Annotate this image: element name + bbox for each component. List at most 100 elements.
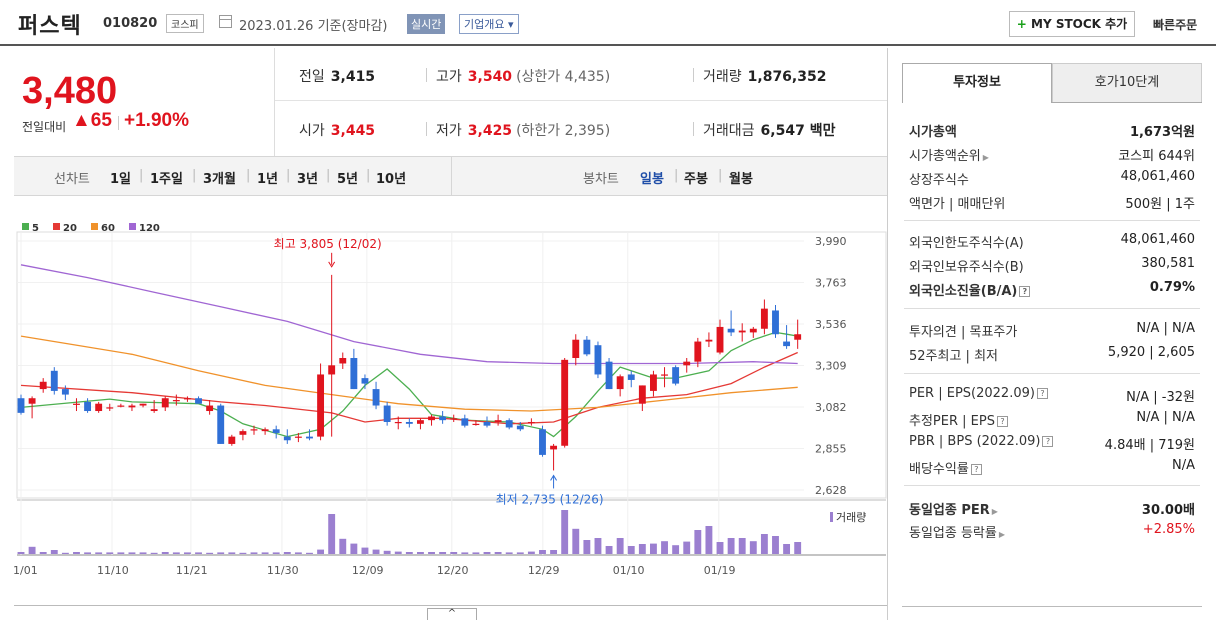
help-icon[interactable]: ?: [1019, 286, 1031, 297]
volume-bar: [638, 544, 646, 554]
chart-tabs: 선차트 1일 | 1주일 | 3개월 | 1년 | 3년 | 5년 | 10년 …: [14, 156, 887, 196]
volume-bar: [61, 552, 69, 554]
candle-body: [716, 326, 724, 353]
volume-bar: [572, 528, 580, 554]
candle-body: [416, 420, 424, 424]
realtime-button[interactable]: 실시간: [407, 14, 446, 34]
row-industry-per[interactable]: 동일업종 PER ▶ 30.00배: [909, 499, 1195, 521]
legend-swatch: [91, 223, 98, 230]
stock-chart[interactable]: 3,990 3,763 3,536 3,309 3,082 2,855 2,628 11/01…: [14, 210, 887, 605]
volume-bar: [783, 544, 791, 554]
row-label: 시가총액순위 ▶: [909, 145, 989, 164]
candle-body: [17, 398, 25, 413]
row-label: 52주최고 | 최저: [909, 349, 998, 364]
candle-body: [561, 359, 569, 446]
candle-body: [772, 310, 779, 335]
tab-1year[interactable]: 1년: [257, 172, 279, 187]
help-icon[interactable]: ?: [970, 464, 982, 475]
candle-body: [672, 367, 680, 384]
tab-monthly[interactable]: 월봉: [729, 172, 753, 187]
volume-bar: [483, 552, 491, 554]
candle-body: [694, 341, 702, 362]
candle-body: [550, 445, 558, 450]
x-tick-label: 11/01: [14, 564, 38, 577]
plus-icon: +: [1016, 17, 1027, 31]
x-tick-label: 11/21: [176, 564, 208, 577]
tab-1day[interactable]: 1일: [110, 172, 132, 187]
investment-info-panel: 투자정보 호가10단계 시가총액 1,673억원 시가총액순위 ▶ 코스피 644위 …: [887, 48, 1216, 620]
stat-value: 3,425: [467, 123, 513, 139]
candle-body: [328, 365, 336, 375]
candlestick-chart-svg[interactable]: 3,990 3,763 3,536 3,309 3,082 2,855 2,628 11/01…: [14, 210, 887, 605]
lower-limit: (하한가 2,395): [516, 123, 611, 139]
divider: |: [192, 168, 197, 183]
divider: [451, 157, 452, 195]
divider: [1052, 102, 1202, 103]
candle-body: [139, 403, 147, 406]
row-label-text: 동일업종 PER: [909, 503, 990, 518]
row-market-cap-rank[interactable]: 시가총액순위 ▶ 코스피 644위: [909, 145, 1195, 167]
help-icon[interactable]: ?: [1042, 436, 1054, 447]
volume-bar: [749, 541, 757, 554]
row-value: 코스피 644위: [1118, 149, 1195, 164]
candle-body: [306, 436, 313, 439]
candle-body: [539, 429, 546, 455]
help-icon[interactable]: ?: [996, 416, 1008, 427]
tab-1week[interactable]: 1주일: [150, 172, 183, 187]
panel-tabs: 투자정보 호가10단계: [902, 63, 1202, 103]
candle-body: [638, 385, 646, 404]
candle-body: [461, 418, 469, 426]
max-arrow-head: [328, 261, 336, 268]
legend-label: 20: [63, 223, 77, 234]
line-chart-label: 선차트: [54, 172, 90, 187]
tab-5year[interactable]: 5년: [337, 172, 359, 187]
row-est-per-eps: 추정PER | EPS? N/A | N/A: [909, 410, 1195, 432]
volume-bar: [516, 552, 524, 554]
row-industry-change[interactable]: 동일업종 등락률 ▶ +2.85%: [909, 522, 1195, 544]
row-label-text: 추정PER | EPS: [909, 414, 995, 429]
candle-body: [516, 425, 524, 430]
company-overview-dropdown[interactable]: 기업개요 ▾: [459, 14, 519, 34]
candle-body: [228, 436, 236, 444]
volume-bar: [394, 551, 402, 554]
candle-body: [172, 400, 180, 402]
row-label-text: 시가총액순위: [909, 149, 981, 164]
candle-body: [494, 420, 502, 422]
add-mystock-button[interactable]: + MY STOCK 추가: [1009, 11, 1135, 37]
tab-weekly[interactable]: 주봉: [684, 172, 708, 187]
legend-swatch: [53, 223, 60, 230]
candle-body: [372, 389, 380, 406]
volume-bar: [583, 540, 591, 554]
moving-average-ma60: [20, 335, 798, 412]
tab-3year[interactable]: 3년: [297, 172, 319, 187]
quick-order-link[interactable]: 빠른주문: [1153, 18, 1198, 32]
tab-order-book[interactable]: 호가10단계: [1052, 63, 1202, 103]
tab-10year[interactable]: 10년: [376, 172, 407, 187]
candle-body: [84, 401, 92, 412]
row-value: 30.00배: [1141, 503, 1195, 518]
stat-open: 시가 3,445: [299, 120, 375, 140]
candle-body: [272, 429, 280, 433]
row-value: 4.84배 | 719원: [1104, 438, 1195, 453]
x-tick-label: 01/19: [704, 564, 736, 577]
volume-bar: [594, 538, 602, 554]
stat-label: 고가: [436, 69, 462, 85]
candle-body: [405, 421, 413, 424]
volume-bar: [794, 542, 802, 554]
x-tick-label: 12/20: [437, 564, 469, 577]
collapse-handle[interactable]: ^: [427, 608, 477, 620]
volume-bar: [317, 549, 325, 554]
candle-body: [317, 374, 325, 437]
tab-daily[interactable]: 일봉: [640, 172, 664, 187]
divider: [426, 122, 427, 136]
volume-bar: [117, 552, 125, 554]
candle-body: [583, 339, 591, 355]
stock-name: 퍼스텍: [18, 14, 82, 39]
volume-bar: [372, 549, 380, 554]
x-tick-label: 01/10: [613, 564, 645, 577]
tab-3month[interactable]: 3개월: [203, 172, 236, 187]
volume-bar: [84, 552, 92, 554]
divider: [275, 100, 887, 101]
tab-investment-info[interactable]: 투자정보: [902, 63, 1052, 103]
help-icon[interactable]: ?: [1036, 388, 1048, 399]
